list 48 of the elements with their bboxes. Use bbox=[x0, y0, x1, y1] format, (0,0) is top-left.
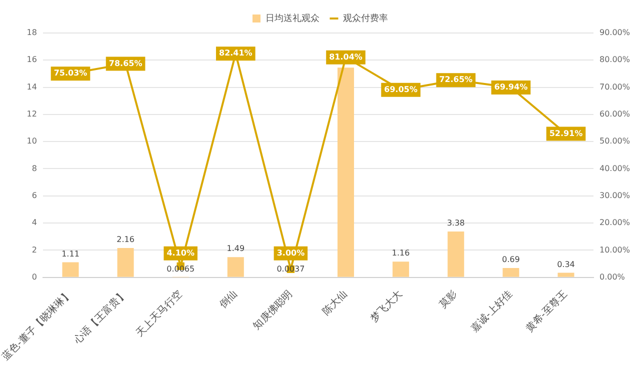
x-tick-label: 梦飞大大 bbox=[368, 288, 405, 325]
y-tick-label: 14 bbox=[26, 82, 37, 92]
y-tick-label: 8 bbox=[32, 164, 37, 173]
data-label: 1.49 bbox=[226, 244, 245, 254]
data-label: 3.38 bbox=[446, 218, 465, 228]
y2-tick-label: 90.00% bbox=[599, 28, 630, 38]
y-tick-label: 18 bbox=[26, 28, 37, 38]
data-label: 0.0065 bbox=[166, 264, 195, 274]
legend-label: 日均送礼观众 bbox=[266, 12, 320, 24]
y-tick-label: 10 bbox=[26, 136, 37, 146]
bar bbox=[502, 268, 520, 277]
bar bbox=[227, 257, 244, 277]
y2-tick-label: 70.00% bbox=[599, 82, 630, 92]
bar bbox=[338, 68, 354, 277]
bar bbox=[117, 248, 134, 277]
data-label: 1.11 bbox=[62, 249, 80, 258]
y-tick-label: 6 bbox=[32, 190, 37, 200]
x-tick-label: 黄希-至尊王 bbox=[524, 288, 570, 334]
y-tick-label: 4 bbox=[32, 218, 37, 228]
data-label: 1.16 bbox=[392, 248, 410, 258]
y2-tick-label: 0.00% bbox=[599, 272, 626, 282]
y2-tick-label: 10.00% bbox=[599, 245, 630, 254]
x-tick-label: 莫影 bbox=[437, 288, 460, 311]
y2-tick-label: 20.00% bbox=[599, 218, 630, 228]
x-tick-label: 嘉诚-上好佳 bbox=[468, 288, 515, 334]
y2-tick-label: 50.00% bbox=[599, 136, 630, 146]
y2-tick-label: 80.00% bbox=[599, 55, 630, 64]
y-tick-label: 12 bbox=[26, 110, 37, 119]
y2-tick-label: 60.00% bbox=[599, 110, 630, 119]
x-tick-label: 陈大仙 bbox=[320, 288, 350, 318]
x-tick-label: 知庚佛聪明 bbox=[250, 288, 295, 332]
data-label: 4.10% bbox=[166, 248, 194, 258]
data-label: 3.00% bbox=[276, 248, 305, 258]
y2-tick-label: 40.00% bbox=[599, 164, 630, 173]
x-tick-label: 倒仙 bbox=[218, 288, 240, 311]
data-label: 2.16 bbox=[116, 235, 134, 244]
y2-tick-label: 30.00% bbox=[599, 190, 630, 200]
bar bbox=[448, 231, 464, 277]
data-label: 0.34 bbox=[557, 260, 575, 269]
bar bbox=[62, 262, 79, 277]
legend-label: 观众付费率 bbox=[343, 12, 388, 24]
data-label: 0.69 bbox=[502, 255, 520, 264]
x-tick-label: 天上天马行空 bbox=[134, 288, 185, 339]
bar bbox=[392, 262, 410, 277]
y-tick-label: 0 bbox=[32, 272, 37, 282]
y-tick-label: 2 bbox=[32, 245, 37, 254]
bar bbox=[558, 272, 574, 277]
y-tick-label: 16 bbox=[26, 55, 37, 64]
